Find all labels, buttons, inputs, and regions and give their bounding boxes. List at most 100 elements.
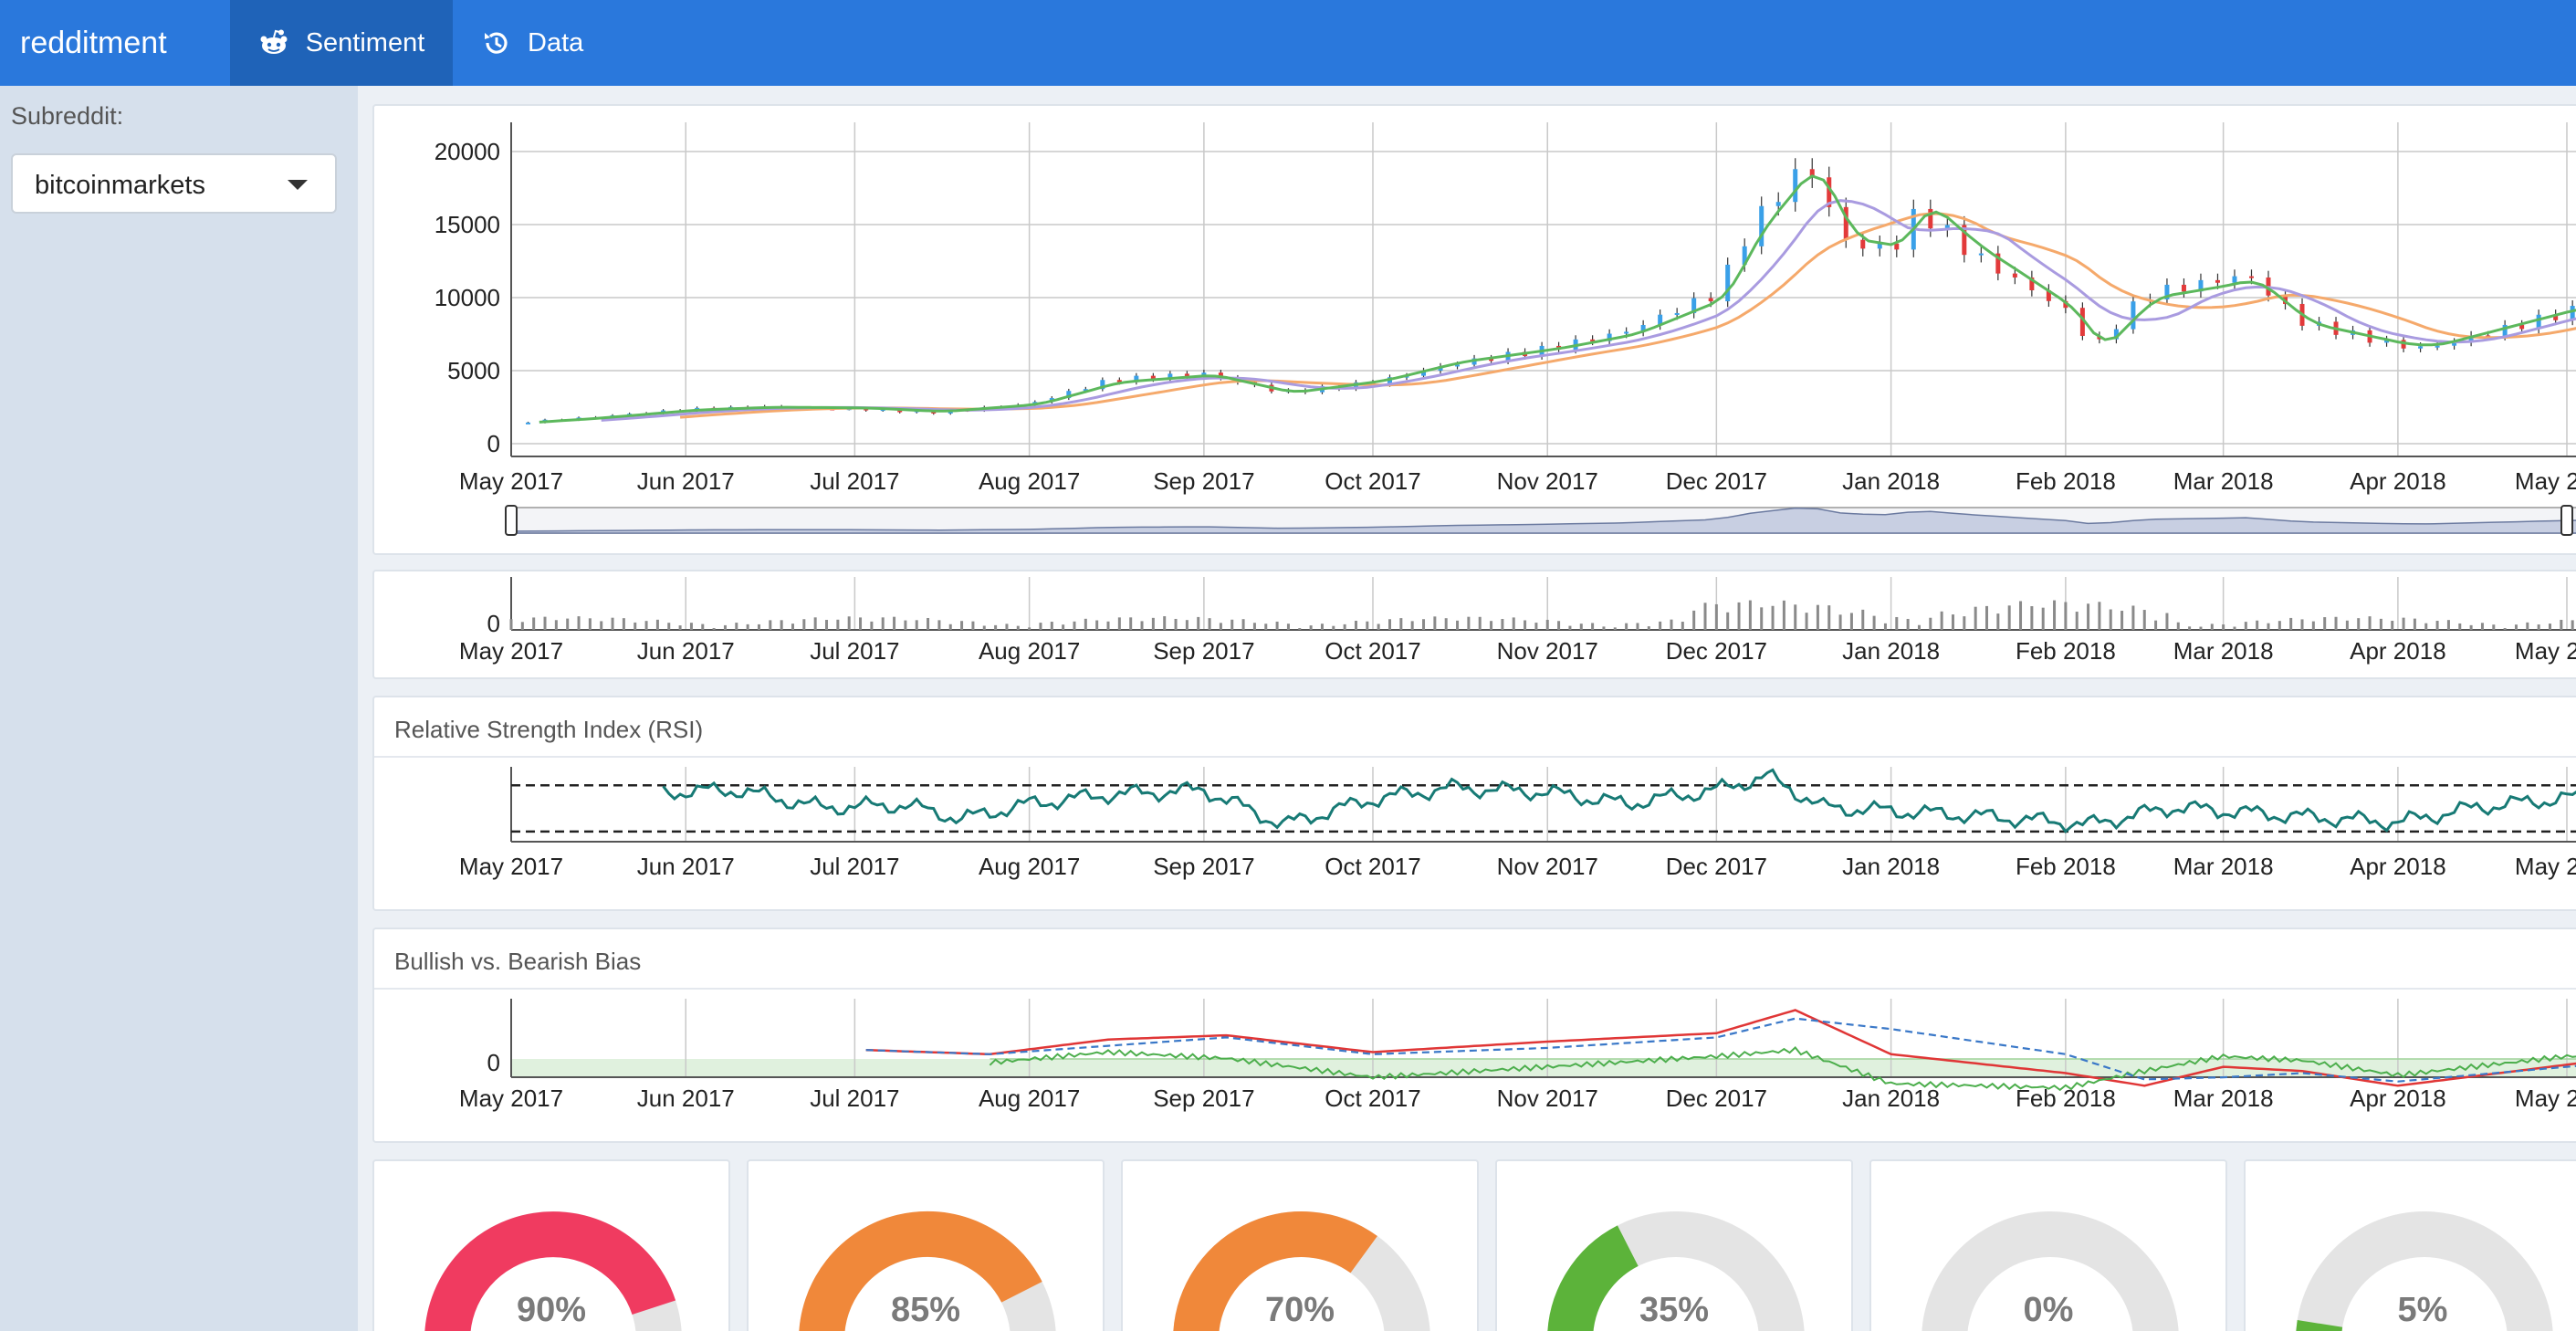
volume-bar — [2041, 607, 2045, 630]
volume-bar — [2053, 600, 2057, 630]
x-tick-label: Apr 2018 — [2350, 637, 2446, 665]
candle-body — [2063, 300, 2068, 309]
x-tick-label: May 2017 — [459, 467, 563, 495]
volume-bar — [1444, 618, 1448, 630]
volume-bar — [2424, 623, 2428, 630]
volume-bar — [1039, 623, 1042, 630]
volume-bar — [600, 621, 603, 630]
volume-bar — [1714, 603, 1718, 630]
volume-bar — [1219, 623, 1222, 630]
volume-bar — [1545, 619, 1549, 630]
candle-body — [2502, 324, 2508, 337]
candle-body — [1421, 371, 1427, 376]
x-tick-label: Sep 2017 — [1153, 853, 1254, 880]
volume-bar — [982, 625, 986, 630]
gauge-fill — [1173, 1211, 1377, 1331]
rsi-line-chart[interactable]: May 2017 Jun 2017 Jul 2017 Aug 2017 Sep 2017… — [374, 758, 2576, 911]
candle-body — [1742, 246, 1747, 265]
volume-bar — [1726, 612, 1730, 630]
volume-bar — [1264, 624, 1268, 630]
candle-body — [1843, 206, 1848, 240]
gauge-value: 70% — [1264, 1291, 1335, 1329]
candle-body — [2401, 340, 2406, 349]
gauge-value: 35% — [1639, 1291, 1710, 1329]
candle-body — [1624, 331, 1629, 334]
volume-bar — [948, 624, 952, 630]
volume-bar — [2064, 602, 2068, 630]
volume-bar — [1782, 600, 1785, 630]
volume-bar — [1534, 623, 1538, 630]
x-tick-label: Oct 2017 — [1325, 637, 1421, 665]
app-brand[interactable]: redditment — [20, 26, 167, 60]
bias-line-chart[interactable]: May 2017 Jun 2017 Jul 2017 Aug 2017 Sep 2017… — [374, 990, 2576, 1143]
volume-bar — [644, 621, 648, 630]
candle-body — [1640, 324, 1646, 332]
gauge-fill — [799, 1210, 1042, 1331]
volume-bar — [655, 619, 659, 630]
panel-divider — [374, 988, 2576, 990]
volume-bar — [1703, 603, 1707, 630]
volume-bar — [847, 616, 851, 630]
gauge-card: 35% — [1495, 1159, 1853, 1331]
volume-bar — [2357, 618, 2361, 630]
candle-body — [1201, 372, 1207, 376]
candle-body — [2131, 301, 2136, 330]
volume-bar — [1748, 600, 1752, 630]
volume-bar — [1557, 621, 1561, 630]
tab-sentiment[interactable]: Sentiment — [230, 0, 453, 86]
volume-bar — [1366, 621, 1369, 630]
volume-bar — [915, 620, 918, 630]
volume-bar — [2458, 623, 2462, 630]
x-tick-label: Apr 2018 — [2350, 853, 2446, 880]
tab-data[interactable]: Data — [482, 0, 583, 86]
x-tick-label: Sep 2017 — [1153, 637, 1254, 665]
volume-bar — [509, 619, 513, 630]
candle-body — [2248, 276, 2254, 278]
volume-bar-chart[interactable]: May 2017 Jun 2017 Jul 2017 Aug 2017 Sep 2017… — [374, 571, 2576, 679]
volume-bar — [1084, 618, 1087, 630]
volume-bar — [791, 624, 794, 630]
candle-body — [2519, 324, 2525, 330]
volume-bar — [520, 622, 524, 630]
volume-bar — [1062, 624, 1065, 630]
x-tick-label: Oct 2017 — [1325, 853, 1421, 880]
candle-body — [1184, 373, 1189, 376]
candle-body — [1218, 372, 1223, 378]
volume-bar — [1230, 619, 1234, 630]
candle-body — [1793, 169, 1798, 203]
x-tick-label: May 2017 — [459, 853, 563, 880]
volume-bar — [2469, 624, 2473, 630]
subreddit-select[interactable]: bitcoinmarkets — [11, 153, 337, 214]
volume-bar — [1208, 618, 1211, 630]
volume-bar — [1028, 627, 1031, 630]
volume-bar — [2435, 621, 2439, 630]
volume-bar — [2571, 620, 2574, 630]
volume-bar — [1252, 623, 1256, 630]
x-tick-label: Mar 2018 — [2173, 467, 2274, 495]
volume-bar — [1861, 609, 1865, 630]
volume-bar — [2537, 624, 2540, 630]
volume-bar — [1670, 619, 1673, 630]
volume-bar — [1568, 625, 1572, 630]
volume-bar — [1985, 605, 1989, 630]
candle-body — [1150, 375, 1156, 380]
x-tick-label: May 2018 — [2515, 467, 2576, 495]
price-candlestick-chart[interactable]: 0 5000 10000 15000 20000 May 2017 Jun 2017 Jul … — [374, 106, 2576, 555]
volume-bar — [1422, 619, 1426, 630]
volume-bar — [1906, 618, 1910, 630]
volume-bar — [1737, 602, 1741, 630]
sidebar — [0, 86, 358, 1331]
gauge-fill — [1547, 1225, 1639, 1331]
candle-body — [2384, 340, 2390, 343]
range-slider-area — [510, 507, 2576, 534]
volume-bar — [2278, 621, 2281, 630]
volume-bar — [1917, 624, 1921, 630]
gauge-card: 0% — [1869, 1159, 2227, 1331]
volume-bar — [2311, 621, 2315, 630]
volume-bar — [2109, 609, 2112, 630]
volume-bar — [2142, 610, 2146, 630]
volume-bar — [1647, 626, 1650, 630]
y-tick-label: 0 — [487, 430, 500, 457]
volume-bar — [1410, 621, 1414, 630]
y-tick-label: 5000 — [447, 357, 500, 384]
